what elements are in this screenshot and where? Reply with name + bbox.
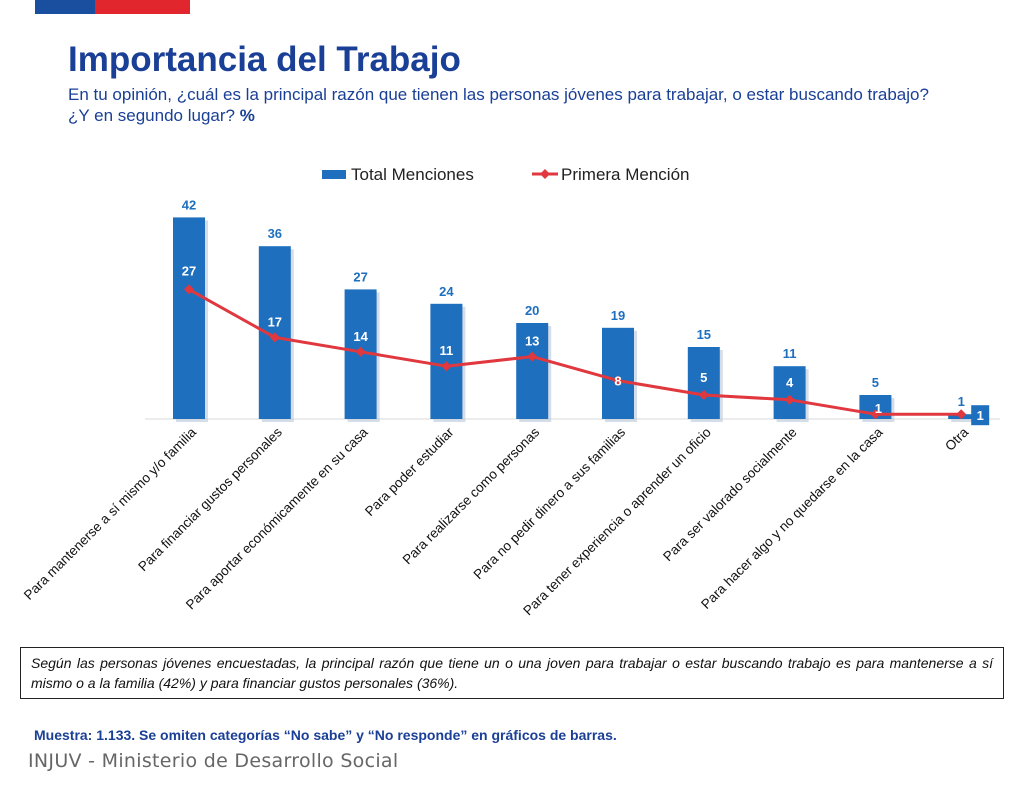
- x-tick-label: Para tener experiencia o aprender un ofi…: [520, 425, 714, 619]
- bar: [687, 347, 720, 419]
- line-value-label: 27: [182, 263, 196, 278]
- x-tick-label: Para no pedir dinero a sus familias: [471, 424, 629, 582]
- line-marker: [956, 409, 967, 420]
- chart-legend: Total Menciones Primera Mención: [322, 165, 690, 184]
- bar-value-label: 20: [525, 303, 539, 318]
- sample-note: Muestra: 1.133. Se omiten categorías “No…: [34, 727, 617, 743]
- bar-value-label: 42: [182, 197, 196, 212]
- line-value-label: 13: [525, 334, 539, 349]
- line-series: [188, 288, 962, 416]
- flag-stripe-red: [95, 0, 190, 14]
- x-tick-label: Para aportar económicamente en su casa: [183, 424, 371, 612]
- footer-brand: INJUV - Ministerio de Desarrollo Social: [28, 750, 399, 772]
- page-subtitle: En tu opinión, ¿cuál es la principal raz…: [68, 84, 948, 126]
- x-tick-label: Otra: [942, 424, 972, 454]
- line-marker: [269, 332, 280, 343]
- line-marker: [784, 394, 795, 405]
- bar: [602, 327, 634, 419]
- x-tick-label: Para financiar gustos personales: [135, 424, 285, 574]
- legend-label-line: Primera Mención: [561, 165, 690, 184]
- line-group: [184, 284, 967, 420]
- page-title: Importancia del Trabajo: [68, 40, 461, 79]
- subtitle-unit: %: [239, 106, 255, 125]
- line-marker: [355, 346, 366, 357]
- bar: [948, 414, 981, 419]
- bar: [173, 217, 205, 419]
- line-value-label: 5: [700, 370, 707, 385]
- bar-value-label: 27: [353, 269, 367, 284]
- line-marker: [613, 375, 623, 386]
- bar-value-label: 11: [783, 346, 797, 361]
- bar-shadow: [951, 417, 984, 422]
- line-value-label: 17: [268, 314, 282, 329]
- x-tick-label: Para hacer algo y no quedarse en la casa: [698, 424, 886, 612]
- line-marker: [441, 361, 452, 372]
- line-value-label: 8: [614, 374, 621, 389]
- line-marker: [184, 284, 194, 295]
- line-value-label: 1: [977, 408, 984, 423]
- bar-value-label: 1: [958, 394, 965, 409]
- line-value-label: 4: [786, 375, 794, 390]
- line-marker: [870, 409, 881, 420]
- legend-marker-line: [540, 169, 550, 179]
- line-value-label: 14: [353, 329, 368, 344]
- bar-value-label: 5: [872, 375, 879, 390]
- bar-value-label: 15: [697, 327, 711, 342]
- line-value-label: 1: [875, 401, 882, 416]
- x-tick-labels: Para mantenerse a sí mismo y/o familiaPa…: [21, 424, 972, 618]
- bar-value-label: 24: [439, 284, 454, 299]
- line-value-label: 11: [440, 343, 454, 358]
- bar-line-chart: Total Menciones Primera Mención 42 36 27 24 2…: [21, 165, 1000, 618]
- bar-value-label: 19: [611, 308, 625, 323]
- x-tick-label: Para mantenerse a sí mismo y/o familia: [21, 424, 200, 603]
- line-marker: [527, 351, 538, 362]
- bar: [516, 323, 549, 419]
- line-marker: [698, 390, 709, 400]
- subtitle-question: En tu opinión, ¿cuál es la principal raz…: [68, 85, 929, 125]
- line-label-box: [971, 405, 990, 426]
- legend-label-bar: Total Menciones: [351, 165, 474, 184]
- flag-stripe-blue: [35, 0, 95, 14]
- bar: [773, 366, 806, 419]
- x-tick-label: Para realizarse como personas: [400, 424, 543, 567]
- summary-note: Según las personas jóvenes encuestadas, …: [20, 647, 1004, 699]
- legend-swatch-bar: [322, 170, 346, 179]
- bar-value-label: 36: [268, 226, 282, 241]
- x-tick-label: Para poder estudiar: [362, 424, 457, 519]
